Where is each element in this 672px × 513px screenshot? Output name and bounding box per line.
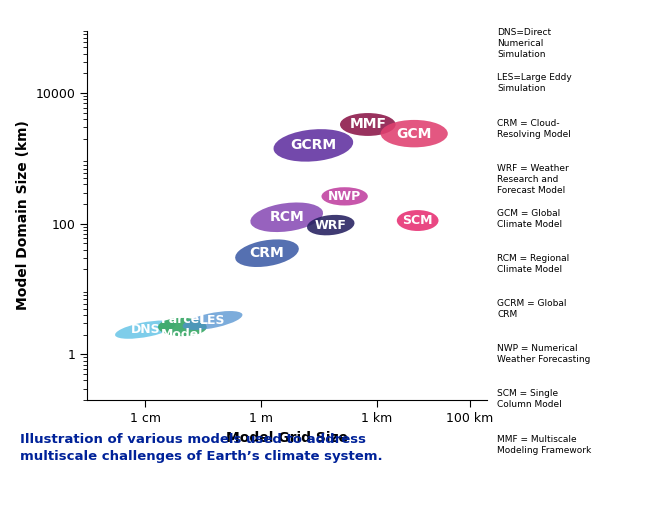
Text: RCM: RCM	[269, 210, 304, 224]
Text: GCM = Global
Climate Model: GCM = Global Climate Model	[497, 209, 562, 229]
Ellipse shape	[183, 311, 243, 330]
Text: WRF = Weather
Research and
Forecast Model: WRF = Weather Research and Forecast Mode…	[497, 164, 569, 195]
Ellipse shape	[274, 129, 353, 162]
Text: MMF: MMF	[349, 117, 386, 131]
Text: GCM: GCM	[396, 127, 432, 141]
Text: NWP = Numerical
Weather Forecasting: NWP = Numerical Weather Forecasting	[497, 344, 591, 364]
Text: SCM: SCM	[403, 214, 433, 227]
Text: NWP: NWP	[328, 190, 362, 203]
Text: DNS: DNS	[130, 323, 160, 336]
Ellipse shape	[396, 210, 439, 231]
Text: MMF = Multiscale
Modeling Framework: MMF = Multiscale Modeling Framework	[497, 435, 591, 455]
Ellipse shape	[340, 113, 396, 136]
Ellipse shape	[251, 203, 323, 232]
Ellipse shape	[115, 321, 175, 339]
Text: SCM = Single
Column Model: SCM = Single Column Model	[497, 389, 562, 409]
Text: CRM = Cloud-
Resolving Model: CRM = Cloud- Resolving Model	[497, 119, 571, 139]
Text: LES=Large Eddy
Simulation: LES=Large Eddy Simulation	[497, 73, 572, 93]
Text: RCM = Regional
Climate Model: RCM = Regional Climate Model	[497, 254, 570, 274]
X-axis label: Model Grid Size: Model Grid Size	[226, 430, 348, 444]
Text: DNS=Direct
Numerical
Simulation: DNS=Direct Numerical Simulation	[497, 28, 552, 60]
Text: GCRM = Global
CRM: GCRM = Global CRM	[497, 299, 566, 319]
Ellipse shape	[380, 120, 448, 147]
Text: LES: LES	[200, 314, 225, 327]
Text: GCRM: GCRM	[290, 139, 337, 152]
Text: Parcel
Model: Parcel Model	[161, 313, 204, 341]
Ellipse shape	[158, 318, 207, 336]
Text: Illustration of various models used to address
multiscale challenges of Earth’s : Illustration of various models used to a…	[20, 433, 383, 463]
Ellipse shape	[307, 215, 355, 235]
Text: CRM: CRM	[249, 246, 284, 260]
Ellipse shape	[235, 240, 299, 267]
Ellipse shape	[321, 187, 368, 206]
Y-axis label: Model Domain Size (km): Model Domain Size (km)	[16, 121, 30, 310]
Text: WRF: WRF	[314, 219, 347, 231]
